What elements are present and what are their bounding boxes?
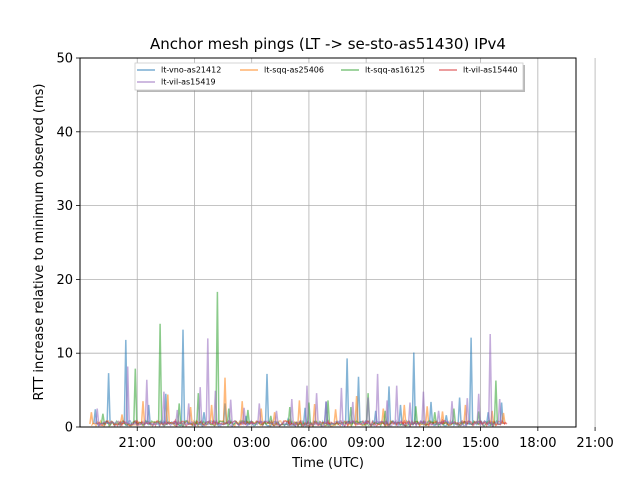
legend-label: lt-sqq-as16125 (365, 66, 425, 75)
data-point (133, 368, 138, 425)
data-point (503, 421, 508, 425)
data-point (476, 393, 481, 425)
data-point (487, 333, 493, 425)
data-point (440, 411, 445, 425)
data-point (350, 401, 356, 425)
legend: lt-vno-as21412 lt-sqq-as25406 lt-sqq-as161… (134, 62, 525, 92)
data-point (241, 407, 247, 425)
data-point (323, 401, 329, 425)
data-point (493, 380, 499, 425)
x-tick-label: 21:00 (576, 436, 613, 451)
data-point (465, 398, 470, 425)
data-point (449, 401, 455, 425)
legend-label: lt-vil-as15419 (161, 78, 216, 87)
legend-label: lt-vil-as15440 (463, 66, 518, 75)
x-tick-label: 03:00 (233, 436, 270, 451)
data-point (180, 329, 186, 425)
data-point (201, 412, 207, 425)
data-point (424, 406, 430, 425)
y-tick-label: 0 (65, 421, 73, 436)
data-point (228, 399, 233, 425)
data-point (245, 409, 251, 425)
x-tick-label: 09:00 (347, 436, 384, 451)
data-point (222, 377, 228, 425)
data-point (344, 358, 350, 425)
data-point (432, 412, 438, 425)
data-point (407, 402, 413, 425)
x-tick-label: 00:00 (176, 436, 213, 451)
x-tick-label: 06:00 (290, 436, 327, 451)
plot-frame (79, 57, 577, 428)
data-point (94, 408, 100, 425)
data-point (421, 391, 426, 425)
data-point (354, 395, 359, 425)
data-point (436, 410, 441, 425)
data-point (100, 413, 106, 425)
data-point (157, 323, 163, 425)
data-point (365, 397, 371, 425)
data-point (89, 412, 94, 425)
data-point (144, 379, 150, 425)
chart-title: Anchor mesh pings (LT -> se-sto-as51430)… (150, 35, 506, 53)
y-tick-label: 20 (56, 273, 73, 288)
data-point (175, 409, 180, 425)
data-point (333, 409, 338, 425)
data-point (398, 404, 403, 425)
data-point (375, 373, 380, 425)
data-point (215, 291, 220, 425)
data-point (205, 338, 211, 425)
legend-label: lt-vno-as21412 (161, 66, 221, 75)
data-point (501, 412, 506, 425)
data-point (384, 400, 390, 425)
data-point (274, 410, 279, 425)
x-tick-label: 12:00 (405, 436, 442, 451)
data-point (304, 385, 310, 425)
x-tick-label: 21:00 (118, 436, 155, 451)
data-point (457, 397, 462, 425)
data-point (411, 352, 417, 425)
series-group (89, 291, 508, 428)
data-point (213, 390, 218, 425)
data-point (402, 404, 407, 425)
data-point (289, 398, 295, 425)
data-point (125, 366, 130, 425)
y-tick-label: 40 (56, 125, 73, 140)
x-tick-label: 18:00 (519, 436, 556, 451)
data-point (140, 401, 146, 425)
data-point (186, 403, 191, 425)
y-tick-label: 10 (56, 347, 73, 362)
data-point (209, 404, 214, 425)
y-tick-label: 50 (56, 52, 73, 67)
data-point (428, 401, 434, 425)
data-point (314, 393, 319, 425)
legend-box (134, 62, 524, 91)
legend-label: lt-sqq-as25406 (264, 66, 324, 75)
data-point (497, 398, 502, 425)
y-axis-label: RTT increase relative to minimum observe… (32, 84, 47, 401)
y-axis: 0 10 20 30 40 50 (56, 52, 80, 436)
data-point (257, 403, 262, 425)
data-point (468, 337, 474, 425)
data-point (197, 387, 203, 425)
data-point (297, 400, 302, 425)
data-point (394, 385, 399, 425)
data-point (161, 391, 167, 425)
y-tick-label: 30 (56, 199, 73, 214)
data-point (413, 406, 419, 425)
data-point (165, 394, 171, 425)
data-point (339, 387, 344, 425)
x-tick-label: 15:00 (462, 436, 499, 451)
x-axis-label: Time (UTC) (291, 456, 364, 471)
data-point (264, 373, 270, 425)
series-baseline (96, 419, 499, 428)
series-lt-vil-as15419 (94, 333, 502, 428)
data-point (106, 373, 111, 425)
x-axis: 21:00 00:00 03:00 06:00 09:00 12:00 15:00 18:00… (118, 427, 614, 451)
